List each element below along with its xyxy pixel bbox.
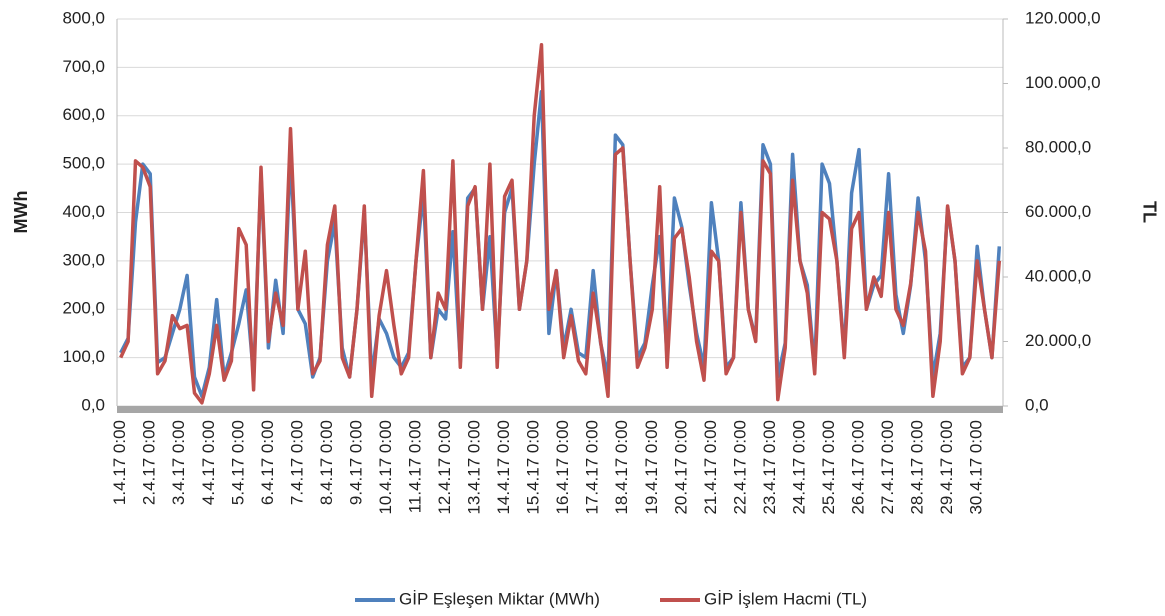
x-tick-label: 2.4.17 0:00 xyxy=(140,420,159,505)
y2-tick-label: 20.000,0 xyxy=(1025,331,1091,350)
x-tick-label: 26.4.17 0:00 xyxy=(849,420,868,515)
y2-axis-label: TL xyxy=(1139,201,1159,223)
x-tick-label: 28.4.17 0:00 xyxy=(908,420,927,515)
x-tick-label: 24.4.17 0:00 xyxy=(789,420,808,515)
x-tick-label: 12.4.17 0:00 xyxy=(435,420,454,515)
x-tick-label: 1.4.17 0:00 xyxy=(110,420,129,505)
y-tick-label: 0,0 xyxy=(81,395,105,414)
y2-tick-label: 80.000,0 xyxy=(1025,137,1091,156)
x-tick-label: 8.4.17 0:00 xyxy=(317,420,336,505)
series-line xyxy=(119,43,1002,405)
x-tick-label: 27.4.17 0:00 xyxy=(878,420,897,515)
y-tick-label: 600,0 xyxy=(62,105,105,124)
y-tick-label: 700,0 xyxy=(62,57,105,76)
y-tick-label: 300,0 xyxy=(62,250,105,269)
x-tick-label: 20.4.17 0:00 xyxy=(671,420,690,515)
legend-label: GİP İşlem Hacmi (TL) xyxy=(704,589,867,608)
x-tick-label: 23.4.17 0:00 xyxy=(760,420,779,515)
x-tick-label: 6.4.17 0:00 xyxy=(258,420,277,505)
x-tick-label: 22.4.17 0:00 xyxy=(730,420,749,515)
y-tick-label: 500,0 xyxy=(62,154,105,173)
x-tick-label: 25.4.17 0:00 xyxy=(819,420,838,515)
x-axis xyxy=(117,406,1003,413)
x-tick-label: 4.4.17 0:00 xyxy=(199,420,218,505)
x-tick-label: 7.4.17 0:00 xyxy=(287,420,306,505)
y2-tick-label: 0,0 xyxy=(1025,395,1049,414)
x-tick-label: 15.4.17 0:00 xyxy=(524,420,543,515)
x-tick-label: 5.4.17 0:00 xyxy=(228,420,247,505)
y2-tick-label: 100.000,0 xyxy=(1025,73,1101,92)
x-tick-label: 16.4.17 0:00 xyxy=(553,420,572,515)
y-axis-label: MWh xyxy=(11,191,31,234)
x-tick-label: 10.4.17 0:00 xyxy=(376,420,395,515)
y2-tick-label: 60.000,0 xyxy=(1025,202,1091,221)
x-tick-label: 19.4.17 0:00 xyxy=(642,420,661,515)
y2-tick-label: 40.000,0 xyxy=(1025,266,1091,285)
y-tick-label: 400,0 xyxy=(62,202,105,221)
x-tick-label: 29.4.17 0:00 xyxy=(937,420,956,515)
x-tick-label: 11.4.17 0:00 xyxy=(406,420,425,513)
y-tick-label: 100,0 xyxy=(62,347,105,366)
y-tick-label: 800,0 xyxy=(62,8,105,27)
x-tick-label: 17.4.17 0:00 xyxy=(583,420,602,515)
legend-label: GİP Eşleşen Miktar (MWh) xyxy=(399,589,600,608)
x-tick-label: 13.4.17 0:00 xyxy=(465,420,484,515)
y2-tick-label: 120.000,0 xyxy=(1025,8,1101,27)
x-tick-label: 14.4.17 0:00 xyxy=(494,420,513,515)
x-tick-label: 9.4.17 0:00 xyxy=(346,420,365,505)
x-tick-label: 21.4.17 0:00 xyxy=(701,420,720,515)
x-tick-label: 30.4.17 0:00 xyxy=(967,420,986,515)
y-tick-label: 200,0 xyxy=(62,299,105,318)
x-tick-label: 18.4.17 0:00 xyxy=(612,420,631,515)
x-tick-label: 3.4.17 0:00 xyxy=(169,420,188,505)
